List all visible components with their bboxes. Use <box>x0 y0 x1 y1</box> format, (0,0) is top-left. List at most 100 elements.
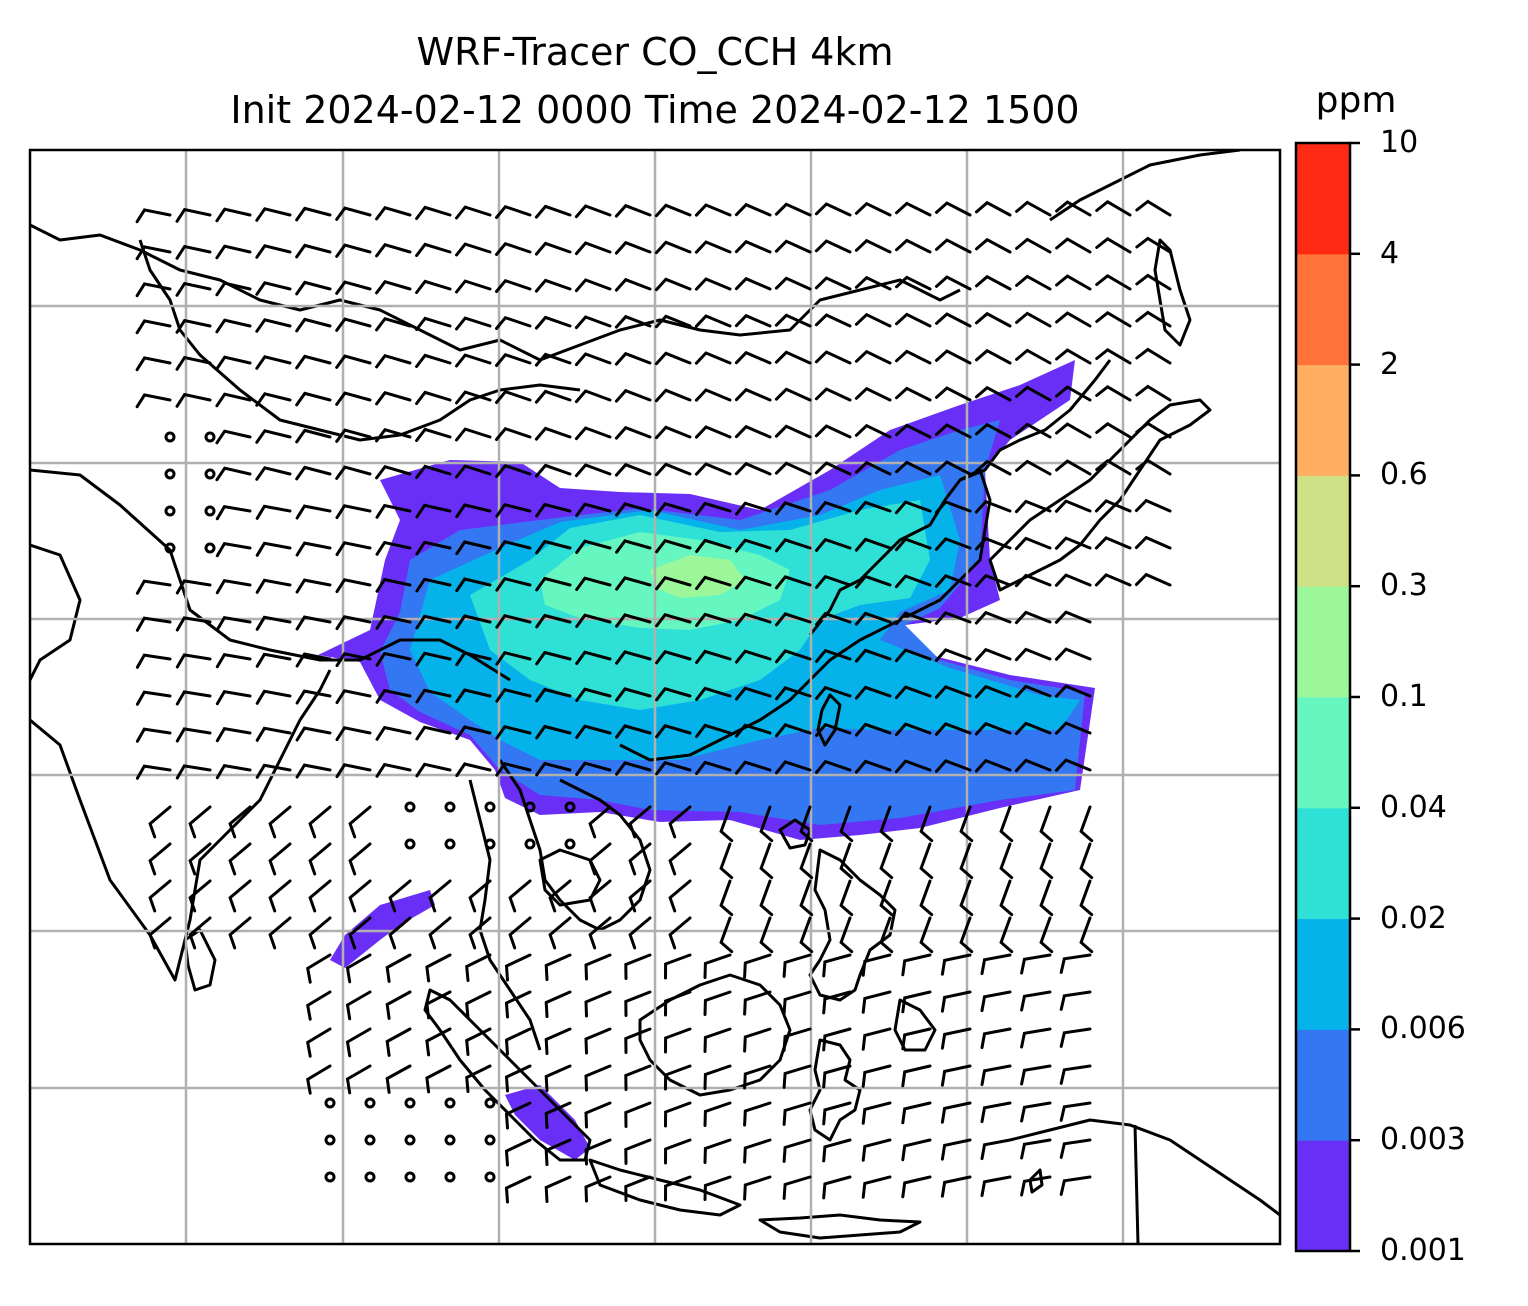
wind-barb <box>175 318 212 334</box>
wind-barb <box>614 425 652 440</box>
wind-barb <box>703 1101 732 1127</box>
wind-barb <box>1095 421 1132 439</box>
wind-barb <box>1079 805 1094 843</box>
wind-barb <box>574 463 612 478</box>
wind-barb <box>385 1027 412 1057</box>
wind-barb <box>584 953 612 981</box>
wind-barb <box>743 1101 772 1127</box>
calm-wind-marker <box>564 801 576 813</box>
wind-barb <box>664 1138 692 1165</box>
wind-barb <box>815 685 852 700</box>
wind-barb <box>1135 458 1172 476</box>
wind-barb <box>335 578 372 594</box>
wind-barb <box>854 312 892 328</box>
wind-barb <box>1039 805 1054 843</box>
gridlines <box>30 150 1280 1244</box>
wind-barb <box>854 537 892 552</box>
wind-barb <box>895 386 932 402</box>
wind-barb <box>919 916 934 954</box>
wind-barb <box>255 615 292 631</box>
wind-barb <box>655 760 692 776</box>
wind-barb <box>734 461 772 476</box>
wind-barb <box>215 392 252 408</box>
wind-barb <box>861 1138 892 1162</box>
wind-barb <box>975 274 1012 291</box>
wind-barb <box>268 805 292 839</box>
wind-barb <box>975 348 1012 365</box>
wind-barb <box>815 722 852 737</box>
wind-barb <box>255 466 292 481</box>
wind-barb <box>782 1101 812 1126</box>
calm-wind-marker <box>164 542 176 554</box>
wind-barb <box>974 758 1012 773</box>
wind-barb <box>759 916 774 954</box>
colorbar-tick-label: 0.001 <box>1380 1233 1466 1268</box>
wind-barb <box>894 648 932 663</box>
wind-barb <box>255 689 292 705</box>
wind-barb <box>614 351 652 366</box>
wind-barb <box>1015 422 1052 439</box>
wind-barb <box>703 990 732 1016</box>
wind-barb <box>934 611 972 625</box>
calm-wind-marker <box>204 542 216 554</box>
wind-barb <box>375 577 412 593</box>
wind-barb <box>588 916 612 950</box>
wind-barb <box>1014 573 1052 588</box>
wind-barb <box>544 1101 572 1129</box>
wind-barb <box>544 990 572 1018</box>
wind-barb <box>415 577 452 593</box>
wind-barb <box>295 541 332 557</box>
wind-barb <box>774 313 812 328</box>
wind-barb <box>465 1027 492 1056</box>
wind-barb <box>306 953 332 984</box>
wind-barb <box>959 879 974 917</box>
wind-barb <box>861 1027 892 1051</box>
wind-barb <box>980 953 1012 976</box>
wind-barb <box>425 1064 452 1094</box>
wind-barb <box>468 916 492 950</box>
wind-barb <box>215 689 252 706</box>
wind-barb <box>980 1064 1012 1087</box>
wind-barb <box>255 726 292 742</box>
calm-wind-marker <box>164 431 176 443</box>
wind-barb <box>655 723 692 739</box>
wind-barb <box>375 279 412 295</box>
calm-wind-marker <box>404 838 416 850</box>
wind-barb <box>255 207 292 222</box>
wind-barb <box>295 243 332 259</box>
wind-barb <box>734 424 772 439</box>
wind-barb <box>295 689 332 705</box>
wind-barb <box>894 500 932 515</box>
wind-barb <box>215 541 252 558</box>
wind-barb <box>774 387 812 402</box>
wind-barb <box>668 842 692 876</box>
wind-barb <box>584 1064 612 1092</box>
wind-barb <box>215 652 252 669</box>
wind-barb <box>735 686 772 701</box>
colorbar <box>1294 141 1360 1253</box>
wind-barb <box>734 276 772 291</box>
wind-barb <box>215 429 252 445</box>
wind-barb <box>668 879 692 913</box>
colorbar-tick-label: 0.003 <box>1380 1122 1466 1158</box>
wind-barb <box>1054 536 1092 550</box>
wind-barb <box>534 241 572 256</box>
wind-barb <box>255 244 292 259</box>
wind-barb <box>664 1064 692 1091</box>
wind-barb <box>655 538 692 554</box>
calm-wind-marker <box>364 1134 376 1146</box>
calm-wind-marker <box>444 838 456 850</box>
wind-barb <box>799 879 814 917</box>
wind-barb <box>815 537 852 552</box>
wind-barb <box>375 651 412 667</box>
calm-wind-marker <box>484 1134 496 1146</box>
wind-barb <box>495 724 532 740</box>
wind-barb <box>584 1101 612 1129</box>
wind-barb <box>1095 347 1132 365</box>
wind-barb <box>759 805 774 843</box>
wind-barb <box>1134 535 1172 550</box>
wind-barb <box>814 239 852 254</box>
wind-barb <box>534 426 572 441</box>
wind-barb <box>975 311 1012 328</box>
wind-barb <box>895 275 932 291</box>
